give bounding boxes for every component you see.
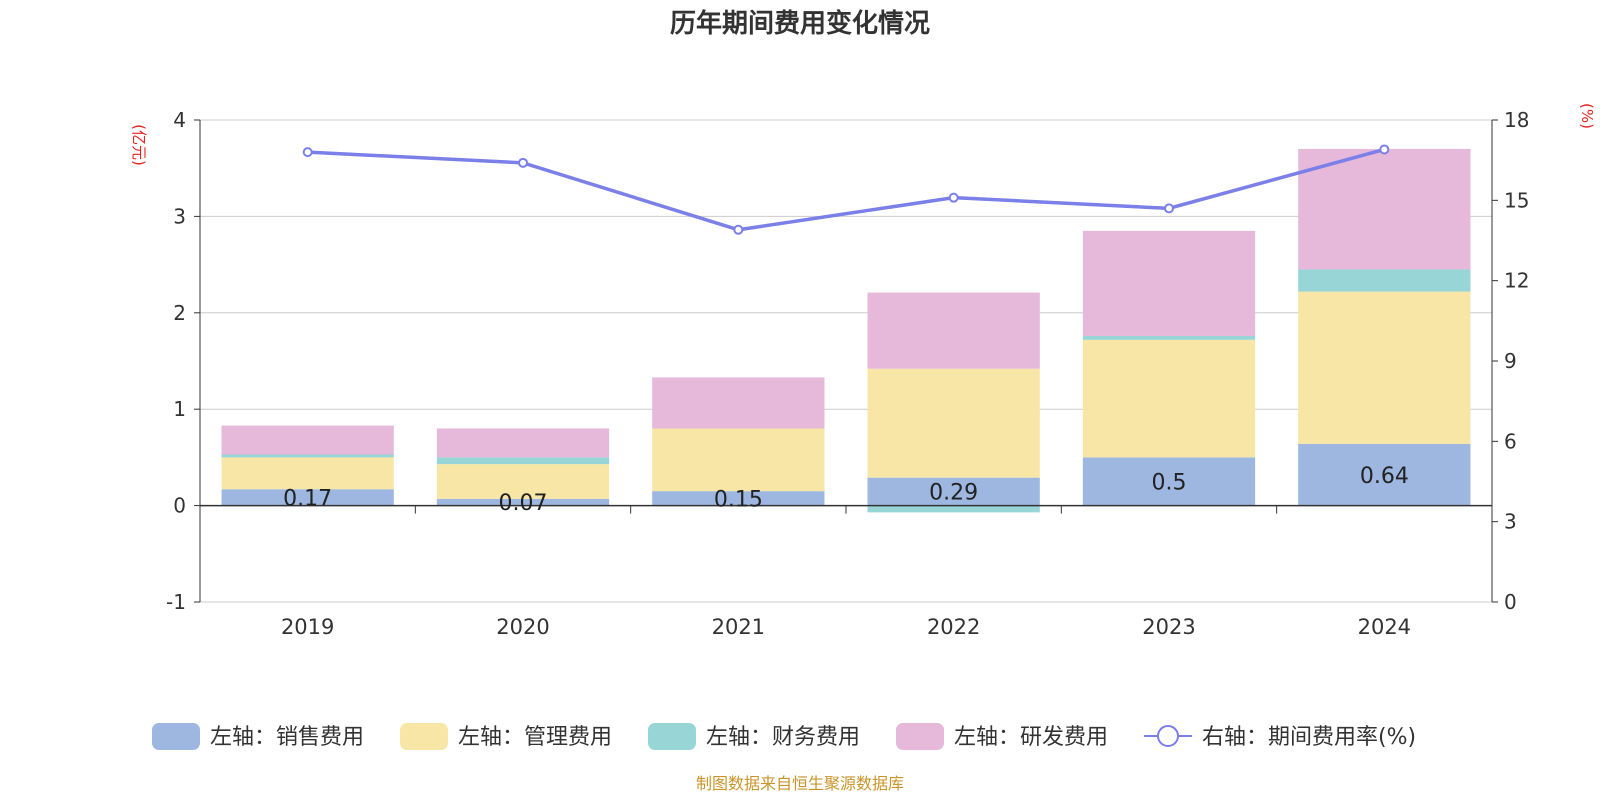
right-tick-label: 12	[1504, 269, 1529, 293]
bar-segment	[436, 428, 610, 458]
bar-value-label: 0.64	[1360, 464, 1409, 489]
bar-segment	[652, 428, 825, 492]
bar-segment	[436, 464, 610, 499]
bar-segment	[221, 457, 394, 490]
legend-label: 左轴：销售费用	[210, 725, 364, 750]
rate-line	[302, 144, 1390, 235]
bar-value-label: 0.07	[499, 491, 548, 516]
right-tick-label: 3	[1504, 510, 1517, 534]
bars	[221, 148, 1471, 513]
left-tick-label: 4	[173, 108, 186, 132]
x-tick-label: 2022	[927, 615, 980, 639]
left-tick-label: 3	[173, 204, 186, 228]
rate-point	[733, 224, 744, 235]
bar-segment	[1082, 335, 1256, 340]
rate-line-path	[307, 147, 1385, 232]
left-tick-label: 0	[173, 494, 186, 518]
legend-swatch	[152, 723, 200, 750]
data-labels: 0.17 0.07 0.15 0.29 0.5 0.64	[283, 464, 1409, 516]
x-tick-label: 2021	[712, 615, 765, 639]
x-tick-label: 2019	[281, 615, 334, 639]
right-tick-label: 0	[1504, 590, 1517, 614]
bar-segment	[867, 368, 1040, 478]
legend-label: 左轴：财务费用	[706, 725, 860, 750]
right-axis-unit: (%)	[1578, 103, 1596, 129]
rate-point	[302, 147, 313, 158]
bar-segment	[1082, 457, 1256, 506]
bar-segment	[436, 498, 610, 506]
rate-point	[1164, 203, 1174, 214]
left-axis-unit: (亿元)	[130, 124, 148, 166]
left-tick-label: 2	[173, 301, 186, 325]
rate-point	[518, 157, 528, 168]
left-tick-label: 1	[173, 397, 186, 421]
bar-value-label: 0.15	[714, 487, 763, 512]
legend: 左轴：销售费用 左轴：管理费用 左轴：财务费用 左轴：研发费用 右轴：期间费用率(%)	[152, 723, 1416, 750]
legend-label: 右轴：期间费用率(%)	[1202, 725, 1416, 750]
x-tick-label: 2023	[1142, 615, 1195, 639]
bar-value-label: 0.5	[1152, 471, 1187, 496]
right-tick-label: 9	[1504, 349, 1517, 373]
bar-value-label: 0.17	[283, 486, 332, 511]
legend-marker	[1157, 725, 1179, 747]
right-tick-label: 15	[1504, 188, 1529, 212]
right-tick-label: 18	[1504, 108, 1529, 132]
source-note: 制图数据来自恒生聚源数据库	[696, 774, 904, 793]
bar-segment	[1082, 230, 1256, 336]
left-tick-label: -1	[166, 590, 186, 614]
bar-segment	[1298, 443, 1471, 506]
legend-label: 左轴：管理费用	[458, 725, 612, 750]
bar-segment	[652, 377, 825, 429]
rate-point	[1379, 144, 1390, 155]
bar-segment	[652, 491, 825, 506]
bar-segment	[221, 489, 394, 506]
bar-segment	[867, 505, 1040, 513]
bar-segment	[436, 457, 610, 465]
bar-segment	[1298, 148, 1471, 270]
legend-label: 左轴：研发费用	[954, 725, 1108, 750]
bar-segment	[221, 454, 394, 458]
right-tick-label: 6	[1504, 429, 1517, 453]
bar-value-label: 0.29	[929, 481, 978, 506]
bar-segment	[221, 425, 394, 455]
bar-segment	[867, 477, 1040, 506]
x-tick-label: 2024	[1358, 615, 1411, 639]
bar-segment	[867, 292, 1040, 369]
bar-segment	[1082, 339, 1256, 458]
legend-swatch	[400, 723, 448, 750]
x-tick-label: 2020	[496, 615, 549, 639]
chart-title: 历年期间费用变化情况	[670, 8, 930, 39]
rate-point	[948, 192, 959, 203]
legend-swatch	[896, 723, 944, 750]
bar-segment	[1298, 269, 1471, 292]
legend-swatch	[648, 723, 696, 750]
bar-segment	[1298, 291, 1471, 444]
